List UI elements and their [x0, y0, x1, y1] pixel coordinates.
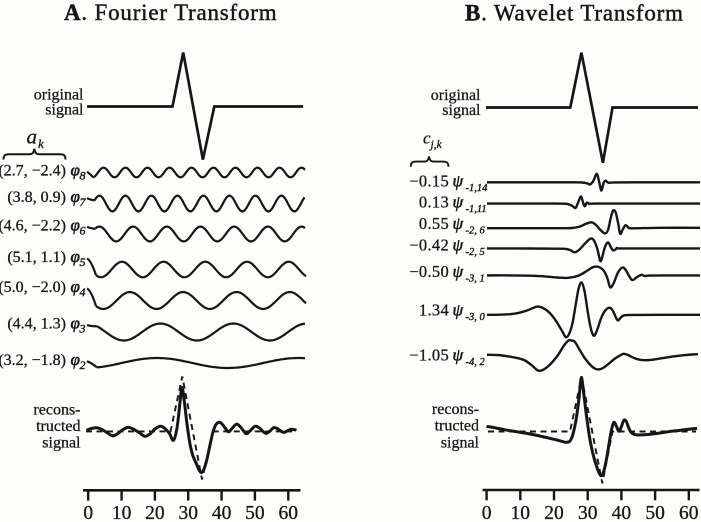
- svg-text:30: 30: [578, 503, 598, 522]
- svg-text:10: 10: [511, 503, 531, 522]
- svg-text:20: 20: [145, 503, 165, 522]
- svg-text:6: 6: [80, 223, 86, 237]
- svg-text:-1,14: -1,14: [466, 183, 489, 194]
- svg-text:signal: signal: [441, 435, 480, 452]
- svg-text:original: original: [431, 87, 481, 104]
- svg-text:signal: signal: [42, 435, 81, 452]
- svg-text:ψ: ψ: [453, 345, 464, 364]
- svg-text:φ: φ: [71, 350, 80, 369]
- svg-text:c: c: [423, 129, 431, 148]
- svg-text:φ: φ: [71, 187, 80, 206]
- svg-text:ψ: ψ: [453, 301, 464, 320]
- svg-text:1.34: 1.34: [419, 301, 449, 320]
- svg-text:20: 20: [544, 503, 564, 522]
- svg-text:(5.1, 1.1): (5.1, 1.1): [7, 249, 66, 266]
- svg-text:(5.0, −2.0): (5.0, −2.0): [0, 279, 66, 296]
- svg-text:0: 0: [482, 503, 492, 522]
- svg-text:φ: φ: [71, 247, 80, 266]
- svg-text:recons-: recons-: [33, 402, 80, 419]
- svg-text:8: 8: [80, 168, 86, 182]
- svg-text:−0.42: −0.42: [409, 236, 449, 255]
- svg-text:A. Fourier Transform: A. Fourier Transform: [64, 0, 277, 25]
- svg-text:0.55: 0.55: [419, 214, 449, 233]
- svg-text:7: 7: [80, 195, 87, 209]
- svg-text:ψ: ψ: [453, 193, 464, 212]
- svg-text:original: original: [34, 87, 84, 104]
- svg-text:k: k: [38, 136, 44, 151]
- svg-text:5: 5: [80, 255, 86, 269]
- svg-text:tructed: tructed: [435, 418, 479, 435]
- svg-text:ψ: ψ: [453, 214, 464, 233]
- svg-text:(4.6, −2.2): (4.6, −2.2): [0, 217, 66, 234]
- svg-text:-4, 2: -4, 2: [466, 357, 486, 368]
- svg-text:10: 10: [112, 503, 132, 522]
- svg-text:φ: φ: [71, 314, 80, 333]
- svg-text:φ: φ: [71, 215, 80, 234]
- svg-text:ψ: ψ: [453, 172, 464, 191]
- svg-text:signal: signal: [442, 102, 481, 119]
- svg-text:60: 60: [279, 503, 299, 522]
- svg-text:(2.7, −2.4): (2.7, −2.4): [0, 162, 66, 179]
- svg-text:(4.4, 1.3): (4.4, 1.3): [7, 316, 66, 333]
- svg-text:0.13: 0.13: [419, 193, 449, 212]
- svg-text:B. Wavelet Transform: B. Wavelet Transform: [465, 1, 684, 26]
- svg-text:40: 40: [612, 503, 632, 522]
- svg-text:recons-: recons-: [432, 401, 479, 418]
- svg-text:φ: φ: [71, 160, 80, 179]
- svg-text:4: 4: [80, 285, 86, 299]
- svg-text:−0.15: −0.15: [409, 172, 449, 191]
- svg-text:−1.05: −1.05: [409, 345, 449, 364]
- svg-text:60: 60: [679, 503, 699, 522]
- svg-text:φ: φ: [71, 277, 80, 296]
- svg-text:-2, 5: -2, 5: [466, 247, 485, 258]
- svg-text:j,k: j,k: [429, 139, 443, 151]
- svg-text:ψ: ψ: [453, 262, 464, 281]
- svg-text:-2, 6: -2, 6: [466, 226, 486, 237]
- svg-text:-1,11: -1,11: [466, 204, 487, 215]
- svg-text:tructed: tructed: [36, 418, 80, 435]
- svg-text:-3, 0: -3, 0: [466, 312, 486, 323]
- svg-text:(3.2, −1.8): (3.2, −1.8): [0, 352, 66, 369]
- svg-text:(3.8, 0.9): (3.8, 0.9): [7, 189, 66, 206]
- svg-text:signal: signal: [45, 102, 84, 119]
- svg-text:-3, 1: -3, 1: [466, 274, 485, 285]
- svg-text:a: a: [27, 125, 38, 149]
- svg-text:50: 50: [245, 503, 265, 522]
- svg-text:30: 30: [178, 503, 198, 522]
- svg-text:−0.50: −0.50: [409, 262, 449, 281]
- svg-text:0: 0: [83, 503, 93, 522]
- svg-text:2: 2: [80, 358, 86, 372]
- svg-text:3: 3: [79, 322, 86, 336]
- svg-text:ψ: ψ: [453, 236, 464, 255]
- svg-text:50: 50: [645, 503, 665, 522]
- svg-text:40: 40: [212, 503, 232, 522]
